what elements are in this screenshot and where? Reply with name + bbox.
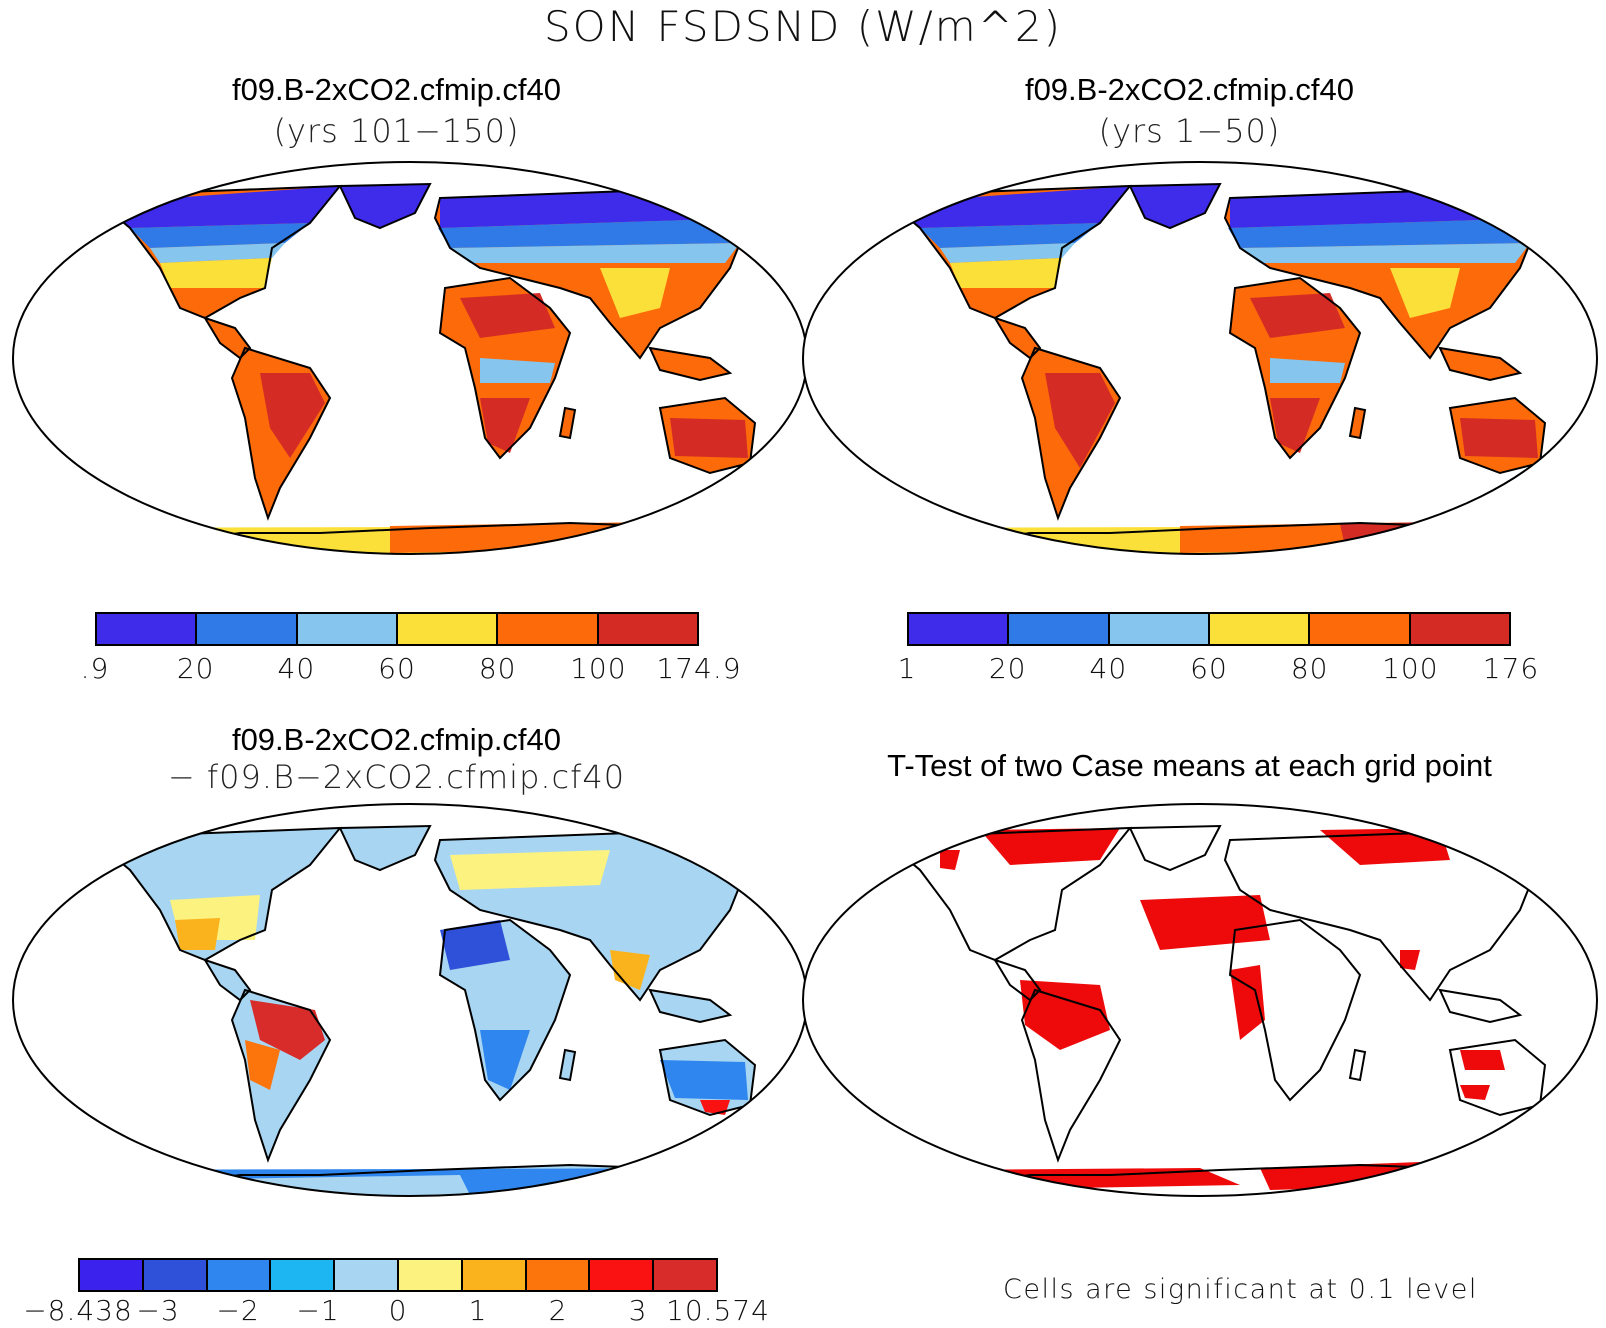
colorbar-tick-label: 60 — [378, 652, 416, 685]
colorbar-segment — [1109, 614, 1210, 644]
colorbar-tick-label: 0 — [388, 1294, 408, 1327]
panel-bottom-left-minus-case: − f09.B−2xCO2.cfmip.cf40 — [167, 758, 626, 796]
colorbar-segment — [598, 614, 697, 644]
colorbar-segment — [590, 1260, 655, 1290]
map-bottom-left — [12, 803, 808, 1197]
colorbar-segment — [1209, 614, 1311, 644]
panel-top-left-case: f09.B-2xCO2.cfmip.cf40 — [231, 72, 562, 107]
colorbar-tick-label: .9 — [80, 652, 110, 685]
colorbar-top-right-ticks: 1 20 40 60 80 100 176 — [898, 652, 1539, 686]
colorbar-segment — [271, 1260, 336, 1290]
colorbar-segment — [297, 614, 398, 644]
colorbar-tick-label: −2 — [216, 1294, 260, 1327]
colorbar-tick-label: 40 — [277, 652, 316, 685]
panel-top-right-period: (yrs 1−50) — [1098, 112, 1281, 150]
colorbar-tick-label: 3 — [628, 1294, 648, 1327]
colorbar-tick-label: 1 — [468, 1294, 488, 1327]
colorbar-segment — [1009, 614, 1110, 644]
colorbar-top-left-ticks: .9 20 40 60 80 100 174.9 — [81, 652, 741, 686]
colorbar-tick-label: −8.438 — [23, 1294, 133, 1327]
colorbar-tick-label: 2 — [548, 1294, 568, 1327]
colorbar-segment — [526, 1260, 591, 1290]
colorbar-tick-label: 40 — [1089, 652, 1128, 685]
colorbar-tick-label: 174.9 — [656, 652, 742, 685]
colorbar-diff-ticks: −8.438 −3 −2 −1 0 1 2 3 10.574 — [23, 1294, 769, 1328]
colorbar-top-right — [907, 612, 1511, 646]
colorbar-tick-label: 10.574 — [666, 1294, 770, 1327]
map-top-right — [802, 161, 1598, 555]
colorbar-tick-label: 80 — [478, 652, 517, 685]
colorbar-segment — [207, 1260, 272, 1290]
colorbar-segment — [397, 614, 499, 644]
colorbar-top-left — [95, 612, 699, 646]
map-bottom-right — [802, 803, 1598, 1197]
colorbar-segment — [335, 1260, 399, 1290]
colorbar-tick-label: 80 — [1290, 652, 1329, 685]
colorbar-tick-label: 100 — [1382, 652, 1439, 685]
colorbar-segment — [143, 1260, 208, 1290]
colorbar-segment — [654, 1260, 716, 1290]
colorbar-segment — [1310, 614, 1411, 644]
colorbar-tick-label: 176 — [1482, 652, 1540, 685]
panel-bottom-left-case: f09.B-2xCO2.cfmip.cf40 — [231, 722, 562, 757]
colorbar-segment — [1410, 614, 1509, 644]
panel-top-right-case: f09.B-2xCO2.cfmip.cf40 — [1024, 72, 1355, 107]
colorbar-segment — [398, 1260, 463, 1290]
colorbar-tick-label: 20 — [176, 652, 215, 685]
colorbar-diff — [78, 1258, 718, 1292]
colorbar-segment — [462, 1260, 527, 1290]
colorbar-tick-label: −1 — [296, 1294, 340, 1327]
colorbar-segment — [97, 614, 198, 644]
colorbar-tick-label: 20 — [988, 652, 1027, 685]
map-top-left — [12, 161, 808, 555]
panel-top-left-period: (yrs 101−150) — [273, 112, 520, 150]
colorbar-segment — [909, 614, 1010, 644]
colorbar-segment — [80, 1260, 144, 1290]
colorbar-segment — [498, 614, 599, 644]
panel-bottom-right-title: T-Test of two Case means at each grid po… — [887, 748, 1492, 783]
colorbar-segment — [197, 614, 298, 644]
colorbar-tick-label: −3 — [136, 1294, 180, 1327]
colorbar-tick-label: 60 — [1190, 652, 1228, 685]
colorbar-tick-label: 100 — [570, 652, 627, 685]
figure-title: SON FSDSND (W/m^2) — [544, 2, 1062, 51]
significance-note: Cells are significant at 0.1 level — [1003, 1274, 1478, 1305]
colorbar-tick-label: 1 — [897, 652, 917, 685]
